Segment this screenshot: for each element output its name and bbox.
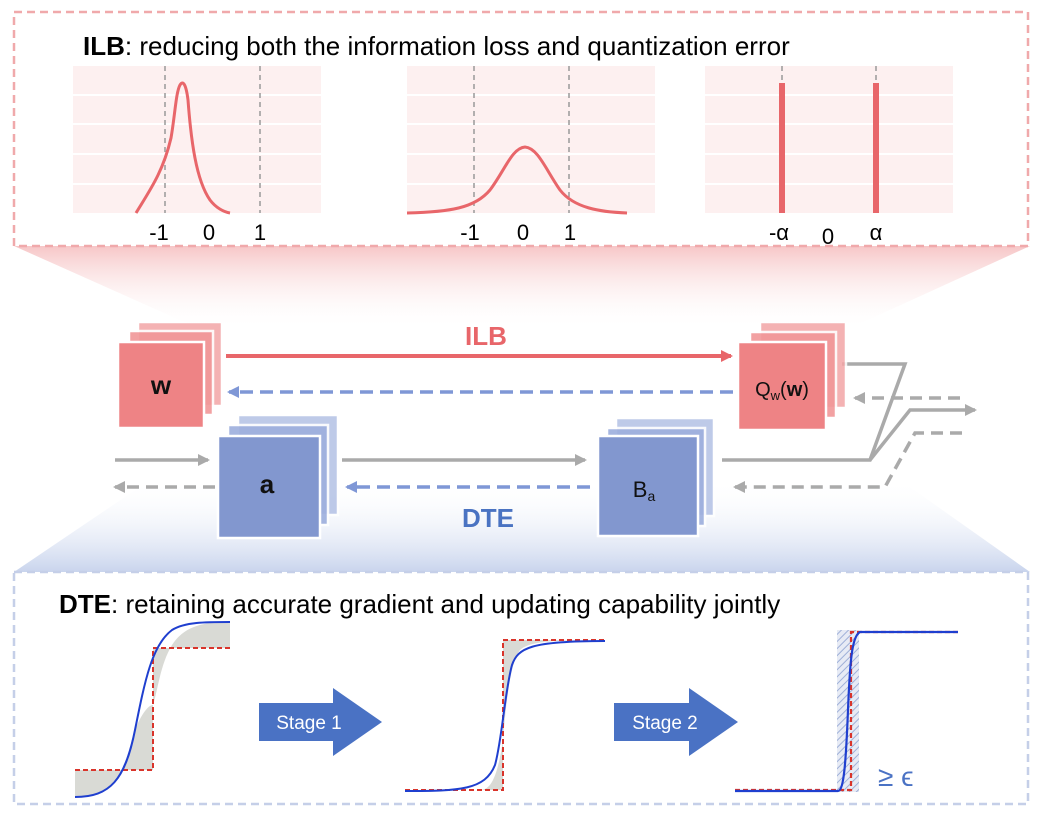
bottom-plot-2: [404, 639, 606, 792]
bottom-plot-1-error-area: [75, 705, 153, 797]
plot-3-tick-2: α: [870, 220, 883, 245]
top-funnel: [14, 246, 1030, 330]
ilb-label: ILB: [465, 321, 507, 351]
top-panel-title: ILB: reducing both the information loss …: [83, 31, 790, 61]
bottom-title-bold: DTE: [59, 589, 111, 619]
stage-2-arrow: Stage 2: [614, 688, 738, 756]
plot-3-bar-right: [873, 83, 879, 213]
a-label: a: [260, 469, 275, 499]
plot-1-bg: [73, 66, 321, 213]
plot-2-tick-2: 1: [564, 220, 576, 245]
stage-1-label: Stage 1: [276, 713, 342, 734]
plot-1: -1 0 1: [73, 66, 321, 245]
gray-flows: [113, 362, 977, 493]
plot-2-bg: [407, 66, 655, 213]
bottom-title-rest: : retaining accurate gradient and updati…: [111, 589, 780, 619]
plot-3: -α 0 α: [705, 66, 953, 249]
plot-3-tick-0: -α: [769, 220, 789, 245]
bottom-plot-1-curve: [74, 621, 231, 798]
ba-box: Ba: [596, 416, 716, 538]
epsilon-label: ≥ ϵ: [878, 761, 914, 792]
plot-1-tick-0: -1: [149, 220, 169, 245]
ba-backward-path: [733, 431, 962, 493]
bottom-plot-1-step: [75, 647, 230, 771]
plot-1-tick-1: 0: [203, 220, 215, 245]
plot-3-tick-1: 0: [822, 224, 834, 249]
plot-1-curve: [134, 81, 231, 215]
stage-2-label: Stage 2: [632, 713, 698, 734]
plot-2: -1 0 1: [406, 66, 655, 245]
plot-3-bg: [705, 66, 953, 213]
bottom-plot-2-error-area: [503, 640, 605, 740]
output-arrow: [868, 404, 977, 462]
bottom-plot-3-curve: [735, 630, 958, 793]
stage-1-arrow: Stage 1: [259, 688, 382, 756]
plot-2-curve: [406, 145, 628, 215]
bottom-plot-3: ≥ ϵ: [735, 630, 958, 793]
dte-label: DTE: [462, 503, 514, 533]
w-box: w: [116, 320, 224, 430]
plot-1-tick-2: 1: [254, 220, 266, 245]
qw-forward-path: [722, 362, 908, 462]
bottom-plot-2-curve: [404, 640, 606, 792]
top-title-rest: : reducing both the information loss and…: [125, 31, 790, 61]
w-label: w: [150, 370, 172, 400]
ba-label: Ba: [633, 477, 656, 504]
bottom-plot-1-error-area-top: [153, 622, 230, 705]
plot-2-tick-1: 0: [517, 220, 529, 245]
plot-2-tick-0: -1: [460, 220, 480, 245]
bottom-plot-1: [74, 621, 231, 798]
qw-label: Qw(w): [755, 379, 809, 403]
bottom-plot-2-error-area-low: [480, 740, 503, 790]
plot-3-bar-left: [779, 83, 785, 213]
top-title-bold: ILB: [83, 31, 125, 61]
a-box: a: [216, 413, 340, 540]
bottom-panel-title: DTE: retaining accurate gradient and upd…: [59, 589, 780, 619]
bottom-funnel: [14, 480, 1030, 572]
qw-box: Qw(w): [736, 320, 848, 432]
